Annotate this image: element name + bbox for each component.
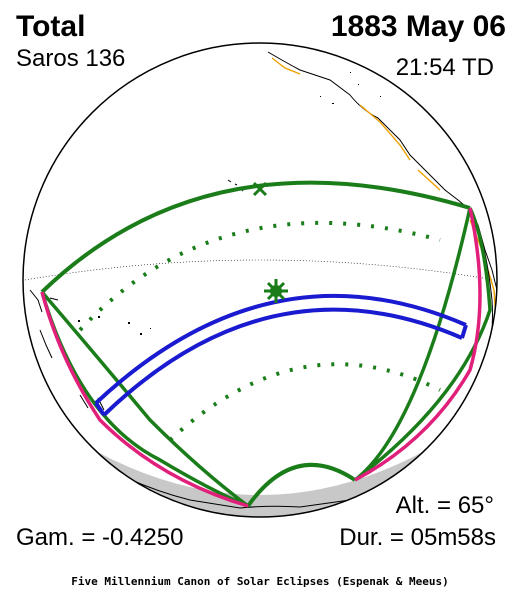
saros-label: Saros 136: [16, 45, 126, 72]
eastern-rise-set-curve: [354, 207, 482, 482]
eclipse-type-title: Total: [16, 10, 86, 43]
gamma-label: Gam. = -0.4250: [16, 524, 184, 551]
north-america-coastline: [267, 51, 497, 291]
western-rise-set-curve: [40, 291, 249, 508]
eclipse-date: 1883 May 06: [330, 10, 506, 43]
globe-outline: [22, 42, 498, 518]
duration-label: Dur. = 05m58s: [339, 524, 496, 551]
credit-line: Five Millennium Canon of Solar Eclipses …: [71, 575, 449, 588]
globe-disc: [23, 43, 497, 517]
altitude-label: Alt. = 65°: [395, 492, 494, 519]
totality-path-ends: [94, 324, 468, 417]
greatest-eclipse-dot: [270, 285, 282, 297]
western-pacific-coastline: [29, 289, 105, 411]
southern-penumbral-limit: [246, 463, 357, 508]
southern-partial-curve: [168, 362, 441, 442]
cross-icon: [252, 181, 268, 197]
northern-penumbral-limit: [40, 180, 471, 294]
north-america-border: [271, 57, 497, 396]
eclipse-time: 21:54 TD: [395, 54, 494, 81]
eastern-penumbra-limb: [353, 207, 492, 482]
totality-path-south: [102, 307, 463, 417]
pacific-islands: [78, 72, 381, 335]
